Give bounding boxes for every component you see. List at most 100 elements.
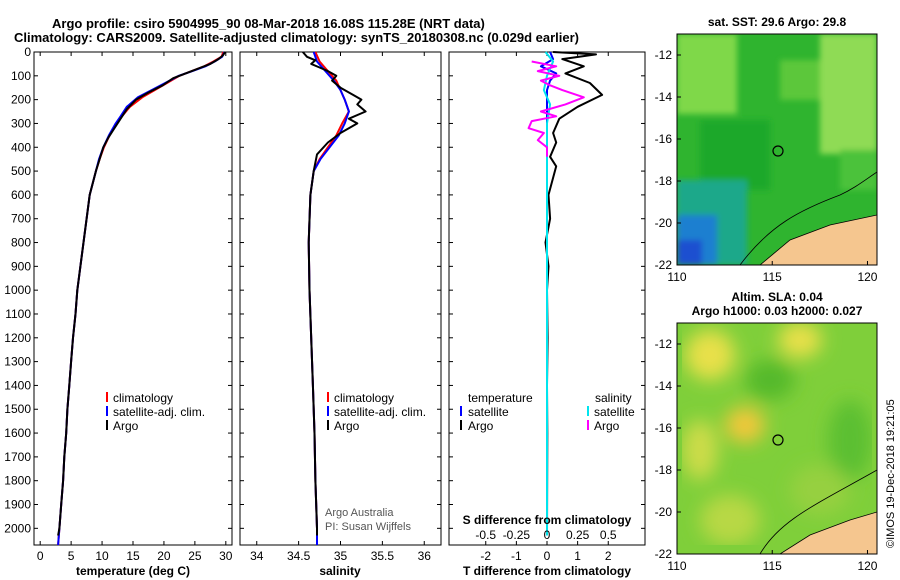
sst-map-title: sat. SST: 29.6 Argo: 29.8	[708, 15, 847, 29]
depth-tick-label: 200	[11, 93, 31, 107]
lat-tick-label: -14	[655, 90, 673, 104]
sla-longitude-axis: 110 115 120	[667, 550, 878, 573]
depth-tick-label: 1900	[4, 498, 31, 512]
lat-tick-label: -20	[655, 505, 673, 519]
x-tick-label: 1	[574, 549, 581, 563]
s-diff-tick-label: 0.5	[600, 528, 617, 542]
lat-tick-label: -12	[655, 48, 673, 62]
temperature-axis: 0 5 10 15 20 25 30	[37, 52, 233, 563]
s-difference-axis-label: S difference from climatology	[463, 513, 632, 527]
s-diff-tick-label: -0.5	[475, 528, 496, 542]
legend-label: Argo	[334, 419, 360, 433]
depth-tick-label: 100	[11, 69, 31, 83]
difference-legend: temperature salinitysatelliteArgosatellit…	[460, 391, 635, 433]
sla-map-frame	[676, 322, 878, 555]
x-tick-label: -1	[511, 549, 522, 563]
lat-tick-label: -16	[655, 132, 673, 146]
s-diff-tick-label: -0.25	[503, 528, 531, 542]
legend-label: satellite-adj. clim.	[113, 405, 205, 419]
lon-tick-label: 115	[763, 270, 782, 284]
lat-tick-label: -16	[655, 421, 673, 435]
series-line	[302, 51, 367, 536]
argo-float-marker	[772, 145, 784, 157]
x-tick-label: 2	[605, 549, 612, 563]
sla-latitude-axis: -12 -14 -16 -18 -20 -22	[655, 337, 681, 561]
x-tick-label: 0	[37, 549, 44, 563]
salinity-axis: 34 34.5 35 35.5 36	[240, 51, 441, 563]
sla-map-image	[677, 323, 877, 554]
legend-label: climatology	[113, 391, 173, 405]
legend-label: satellite	[594, 405, 635, 419]
depth-tick-label: 1400	[4, 378, 31, 392]
lat-tick-label: -18	[655, 463, 673, 477]
depth-tick-label: 1000	[4, 283, 31, 297]
credit-pi-name: PI: Susan Wijffels	[325, 521, 411, 533]
depth-tick-label: 2000	[4, 521, 31, 535]
x-tick-label: 30	[219, 549, 233, 563]
s-difference-axis: -0.5 -0.25 0 0.25 0.5	[475, 528, 617, 542]
depth-tick-label: 600	[11, 188, 31, 202]
series-line	[527, 60, 585, 157]
legend-title-salinity: salinity	[595, 391, 632, 405]
x-tick-label: 36	[418, 549, 432, 563]
depth-tick-label: 1100	[5, 307, 31, 321]
s-diff-tick-label: 0.25	[566, 528, 590, 542]
sla-map-panel: Altim. SLA: 0.04 Argo h1000: 0.03 h2000:…	[655, 290, 878, 573]
legend-title-temperature: temperature	[468, 391, 533, 405]
x-tick-label: 5	[68, 549, 75, 563]
x-tick-label: 20	[157, 549, 171, 563]
lat-tick-label: -12	[655, 337, 673, 351]
legend-label: satellite-adj. clim.	[334, 405, 426, 419]
x-tick-label: -2	[480, 549, 491, 563]
depth-tick-label: 800	[11, 236, 31, 250]
sla-map-title: Altim. SLA: 0.04	[731, 290, 823, 304]
x-tick-label: 0	[544, 549, 551, 563]
temperature-series	[57, 51, 227, 546]
depth-tick-label: 1500	[4, 402, 31, 416]
depth-tick-label: 400	[11, 140, 31, 154]
legend-label: Argo	[468, 419, 494, 433]
t-difference-axis-label: T difference from climatology	[463, 564, 631, 578]
salinity-profile-panel: 34 34.5 35 35.5 36 salinity climatologysatel…	[239, 51, 442, 578]
legend-label: climatology	[334, 391, 394, 405]
sst-map-image	[677, 34, 877, 265]
header-line1: Argo profile: csiro 5904995_90 08-Mar-20…	[52, 16, 485, 31]
t-difference-axis: -2 -1 0 1 2	[449, 51, 645, 563]
salinity-series	[302, 51, 367, 545]
lat-tick-label: -18	[655, 174, 673, 188]
depth-tick-label: 1800	[4, 474, 31, 488]
depth-tick-label: 1600	[4, 426, 31, 440]
lon-tick-label: 120	[857, 559, 877, 573]
depth-tick-label: 300	[11, 116, 31, 130]
x-tick-label: 35.5	[371, 549, 395, 563]
sla-map-subtitle: Argo h1000: 0.03 h2000: 0.027	[692, 304, 863, 318]
difference-profile-panel: -2 -1 0 1 2 T difference from climatology S …	[448, 51, 646, 578]
lat-tick-label: -22	[655, 258, 673, 272]
depth-axis: 0 100 200 300 400 500 600 700 800 900 1000 1100 1200…	[4, 45, 232, 535]
sst-map-frame	[676, 33, 878, 266]
temperature-profile-panel: 0100200300400500600700800900100011001200…	[4, 45, 233, 578]
depth-tick-label: 700	[11, 212, 31, 226]
x-tick-label: 15	[126, 549, 140, 563]
depth-tick-label: 900	[11, 259, 31, 273]
lon-tick-label: 110	[667, 270, 686, 284]
argo-float-marker-sla	[772, 434, 784, 446]
legend-label: satellite	[468, 405, 509, 419]
x-tick-label: 25	[188, 549, 202, 563]
x-tick-label: 34	[250, 549, 264, 563]
imos-credit: ©IMOS 19-Dec-2018 19:21:05	[885, 399, 897, 548]
lat-tick-label: -14	[655, 379, 673, 393]
header-line2: Climatology: CARS2009. Satellite-adjuste…	[14, 30, 579, 45]
sst-longitude-axis: 110 115 120	[667, 261, 878, 284]
depth-tick-label: 1300	[4, 355, 31, 369]
salinity-axis-label: salinity	[319, 564, 361, 578]
lon-tick-label: 120	[857, 270, 877, 284]
depth-tick-label: 1200	[4, 331, 31, 345]
credit-argo-australia: Argo Australia	[325, 507, 394, 519]
sst-latitude-axis: -12 -14 -16 -18 -20 -22	[655, 48, 681, 272]
x-tick-label: 10	[95, 549, 109, 563]
sst-map-panel: sat. SST: 29.6 Argo: 29.8 -12 -14 -16 -18 -2…	[655, 15, 878, 284]
